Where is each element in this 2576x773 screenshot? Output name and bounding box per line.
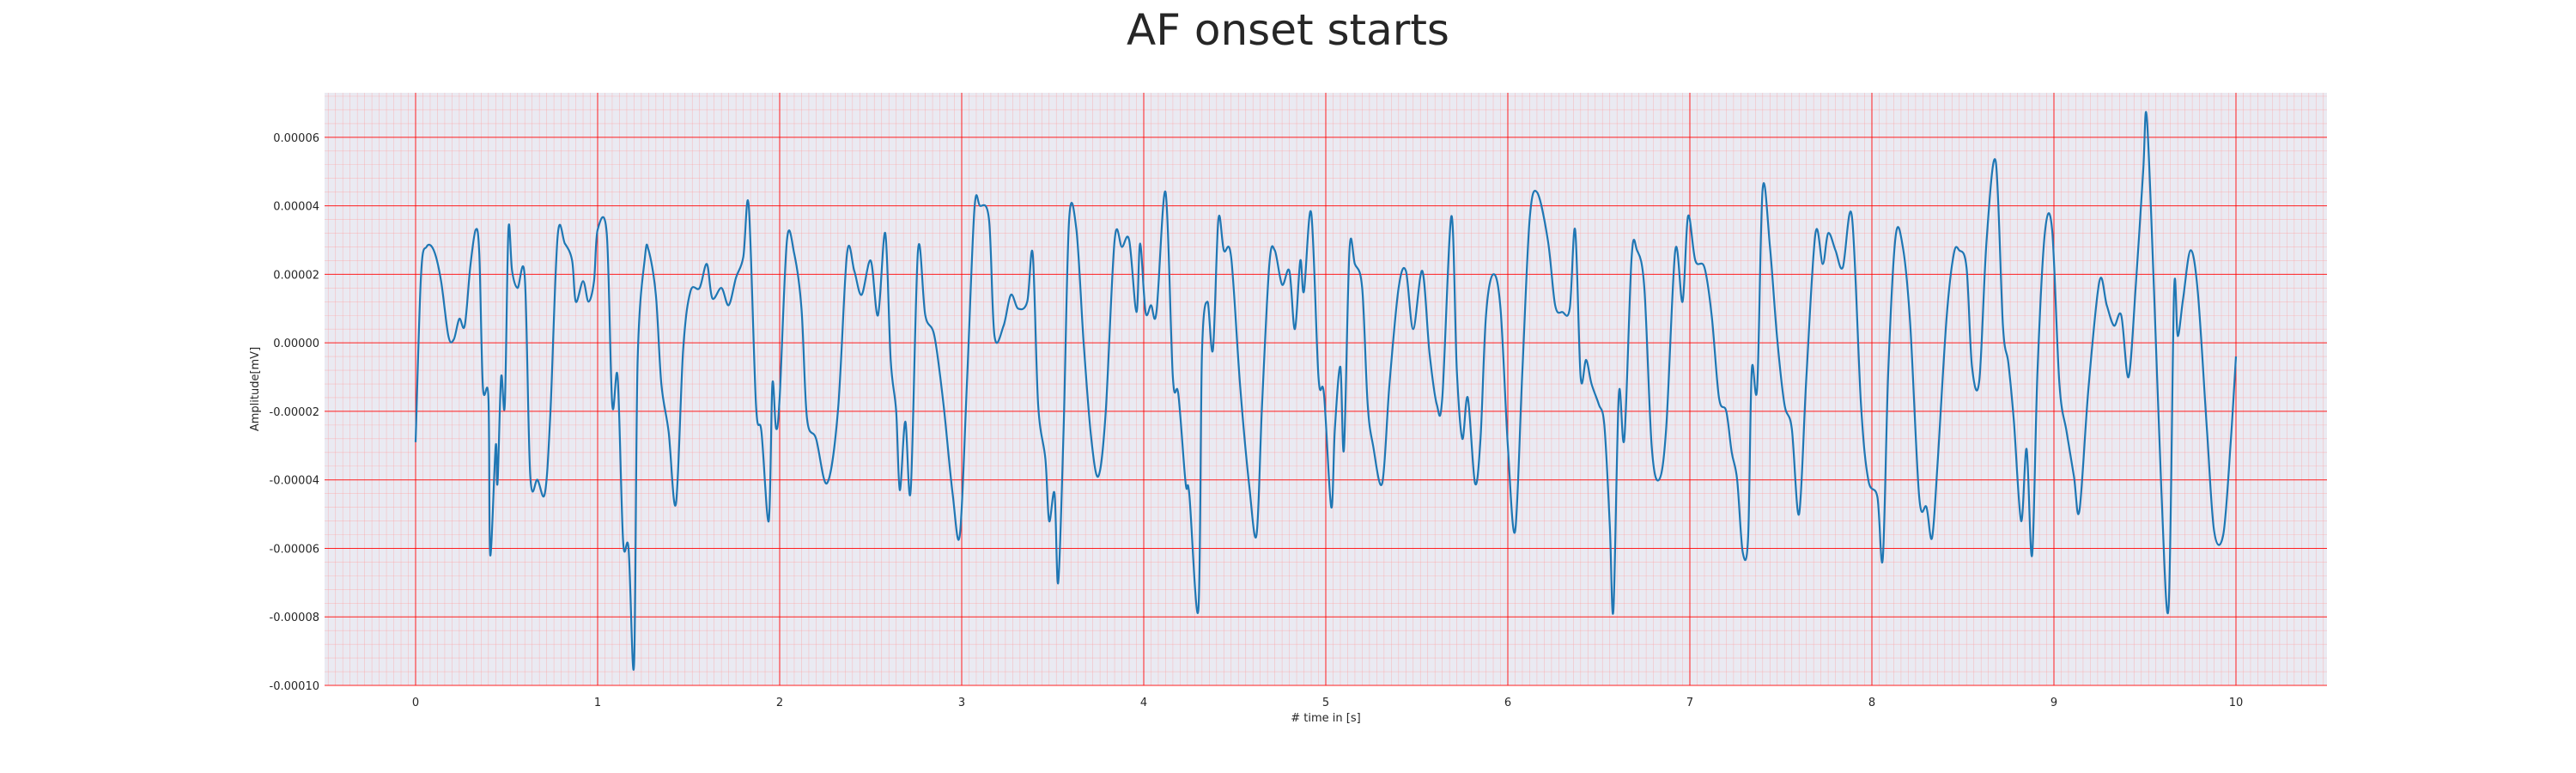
x-tick-label: 4 [1140, 697, 1147, 709]
chart-title: AF onset starts [1127, 5, 1449, 55]
x-tick-label: 2 [776, 697, 783, 709]
y-tick-label: 0.00002 [273, 269, 319, 282]
x-tick-label: 10 [2229, 697, 2244, 709]
x-tick-label: 3 [958, 697, 965, 709]
y-tick-label: -0.00008 [270, 612, 319, 624]
signal-line [414, 111, 2238, 671]
y-tick-label: -0.00002 [270, 406, 319, 419]
x-axis-label: # time in [s] [1291, 712, 1360, 725]
x-tick-labels: 0 1 2 3 4 5 6 7 8 9 10 [412, 697, 2243, 709]
y-tick-label: 0.00000 [273, 338, 319, 350]
y-tick-label: -0.00006 [270, 543, 319, 556]
x-tick-label: 0 [412, 697, 419, 709]
y-tick-labels: 0.00006 0.00004 0.00002 0.00000 -0.00002 -0.0… [270, 132, 319, 693]
y-tick-label: 0.00006 [273, 132, 319, 145]
y-tick-label: 0.00004 [273, 201, 319, 214]
x-tick-label: 9 [2050, 697, 2057, 709]
x-tick-label: 5 [1322, 697, 1329, 709]
x-tick-label: 8 [1868, 697, 1875, 709]
x-tick-label: 1 [594, 697, 601, 709]
x-tick-label: 7 [1686, 697, 1693, 709]
y-tick-label: -0.00004 [270, 475, 319, 488]
y-axis-label: Amplitude[mV] [249, 347, 262, 431]
y-tick-label: -0.00010 [270, 680, 319, 693]
x-tick-label: 6 [1504, 697, 1511, 709]
major-grid [325, 93, 2327, 686]
